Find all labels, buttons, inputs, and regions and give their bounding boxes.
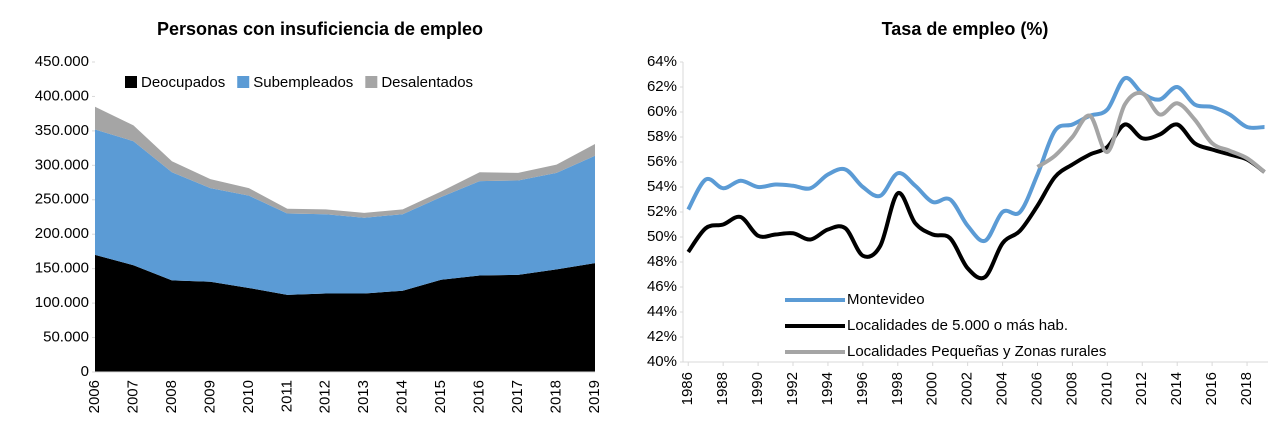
y-tick-label: 40% — [647, 353, 677, 370]
x-tick-label: 2018 — [548, 380, 565, 413]
x-tick-label: 2010 — [240, 380, 257, 413]
area — [95, 106, 595, 218]
y-tick-label: 450.000 — [35, 53, 89, 70]
y-tick-label: 44% — [647, 303, 677, 320]
legend-label: Subempleados — [253, 74, 353, 91]
line — [686, 75, 1265, 244]
area — [95, 254, 595, 372]
y-tick-label: 100.000 — [35, 294, 89, 311]
x-tick-label: 2010 — [1098, 372, 1115, 405]
y-tick-label: 46% — [647, 278, 677, 295]
y-tick-label: 62% — [647, 78, 677, 95]
x-tick-label: 2016 — [471, 380, 488, 413]
x-tick-label: 2014 — [1168, 372, 1185, 405]
x-tick-label: 2008 — [1063, 372, 1080, 405]
legend-swatch — [237, 76, 250, 88]
x-tick-label: 2006 — [86, 380, 103, 413]
x-tick-label: 2014 — [394, 380, 411, 413]
y-tick-label: 0 — [81, 363, 89, 380]
y-tick-label: 60% — [647, 103, 677, 120]
y-tick-label: 400.000 — [35, 87, 89, 104]
y-tick-label: 200.000 — [35, 225, 89, 242]
x-tick-label: 2019 — [586, 380, 603, 413]
x-tick-label: 1996 — [854, 372, 871, 405]
x-tick-label: 1988 — [714, 372, 731, 405]
x-tick-label: 2000 — [924, 372, 941, 405]
x-tick-label: 1990 — [749, 372, 766, 405]
x-tick-label: 2008 — [163, 380, 180, 413]
y-tick-label: 58% — [647, 128, 677, 145]
y-tick-label: 250.000 — [35, 191, 89, 208]
x-tick-label: 2016 — [1203, 372, 1220, 405]
y-tick-label: 56% — [647, 153, 677, 170]
chart-title: Personas con insuficiencia de empleo — [157, 19, 483, 39]
y-tick-label: 300.000 — [35, 156, 89, 173]
chart-title: Tasa de empleo (%) — [882, 19, 1049, 39]
x-tick-label: 1998 — [889, 372, 906, 405]
line — [686, 122, 1266, 281]
y-tick-label: 50% — [647, 228, 677, 245]
legend-label: Montevideo — [847, 291, 925, 308]
y-tick-label: 54% — [647, 178, 677, 195]
y-tick-label: 42% — [647, 328, 677, 345]
x-tick-label: 2006 — [1028, 372, 1045, 405]
x-tick-label: 1992 — [784, 372, 801, 405]
line — [1036, 90, 1266, 174]
x-tick-label: 2017 — [509, 380, 526, 413]
legend-swatch — [365, 76, 378, 88]
area — [95, 129, 595, 295]
x-tick-label: 2015 — [432, 380, 449, 413]
y-tick-label: 150.000 — [35, 260, 89, 277]
x-tick-label: 2007 — [124, 380, 141, 413]
x-tick-label: 2002 — [959, 372, 976, 405]
x-tick-label: 2012 — [1133, 372, 1150, 405]
legend-label: Localidades Pequeñas y Zonas rurales — [847, 343, 1106, 360]
x-tick-label: 2004 — [994, 372, 1011, 405]
x-tick-label: 2009 — [201, 380, 218, 413]
legend-label: Desalentados — [381, 74, 473, 91]
y-tick-label: 50.000 — [43, 329, 89, 346]
x-tick-label: 2013 — [355, 380, 372, 413]
x-tick-label: 1994 — [819, 372, 836, 405]
x-tick-label: 2018 — [1238, 372, 1255, 405]
y-tick-label: 52% — [647, 203, 677, 220]
x-tick-label: 2012 — [317, 380, 334, 413]
x-tick-label: 2011 — [278, 380, 295, 412]
legend-swatch — [125, 76, 137, 88]
y-tick-label: 48% — [647, 253, 677, 270]
legend-label: Deocupados — [141, 74, 225, 91]
x-tick-label: 1986 — [679, 372, 696, 405]
y-tick-label: 64% — [647, 53, 677, 70]
y-tick-label: 350.000 — [35, 122, 89, 139]
legend-label: Localidades de 5.000 o más hab. — [847, 317, 1068, 334]
